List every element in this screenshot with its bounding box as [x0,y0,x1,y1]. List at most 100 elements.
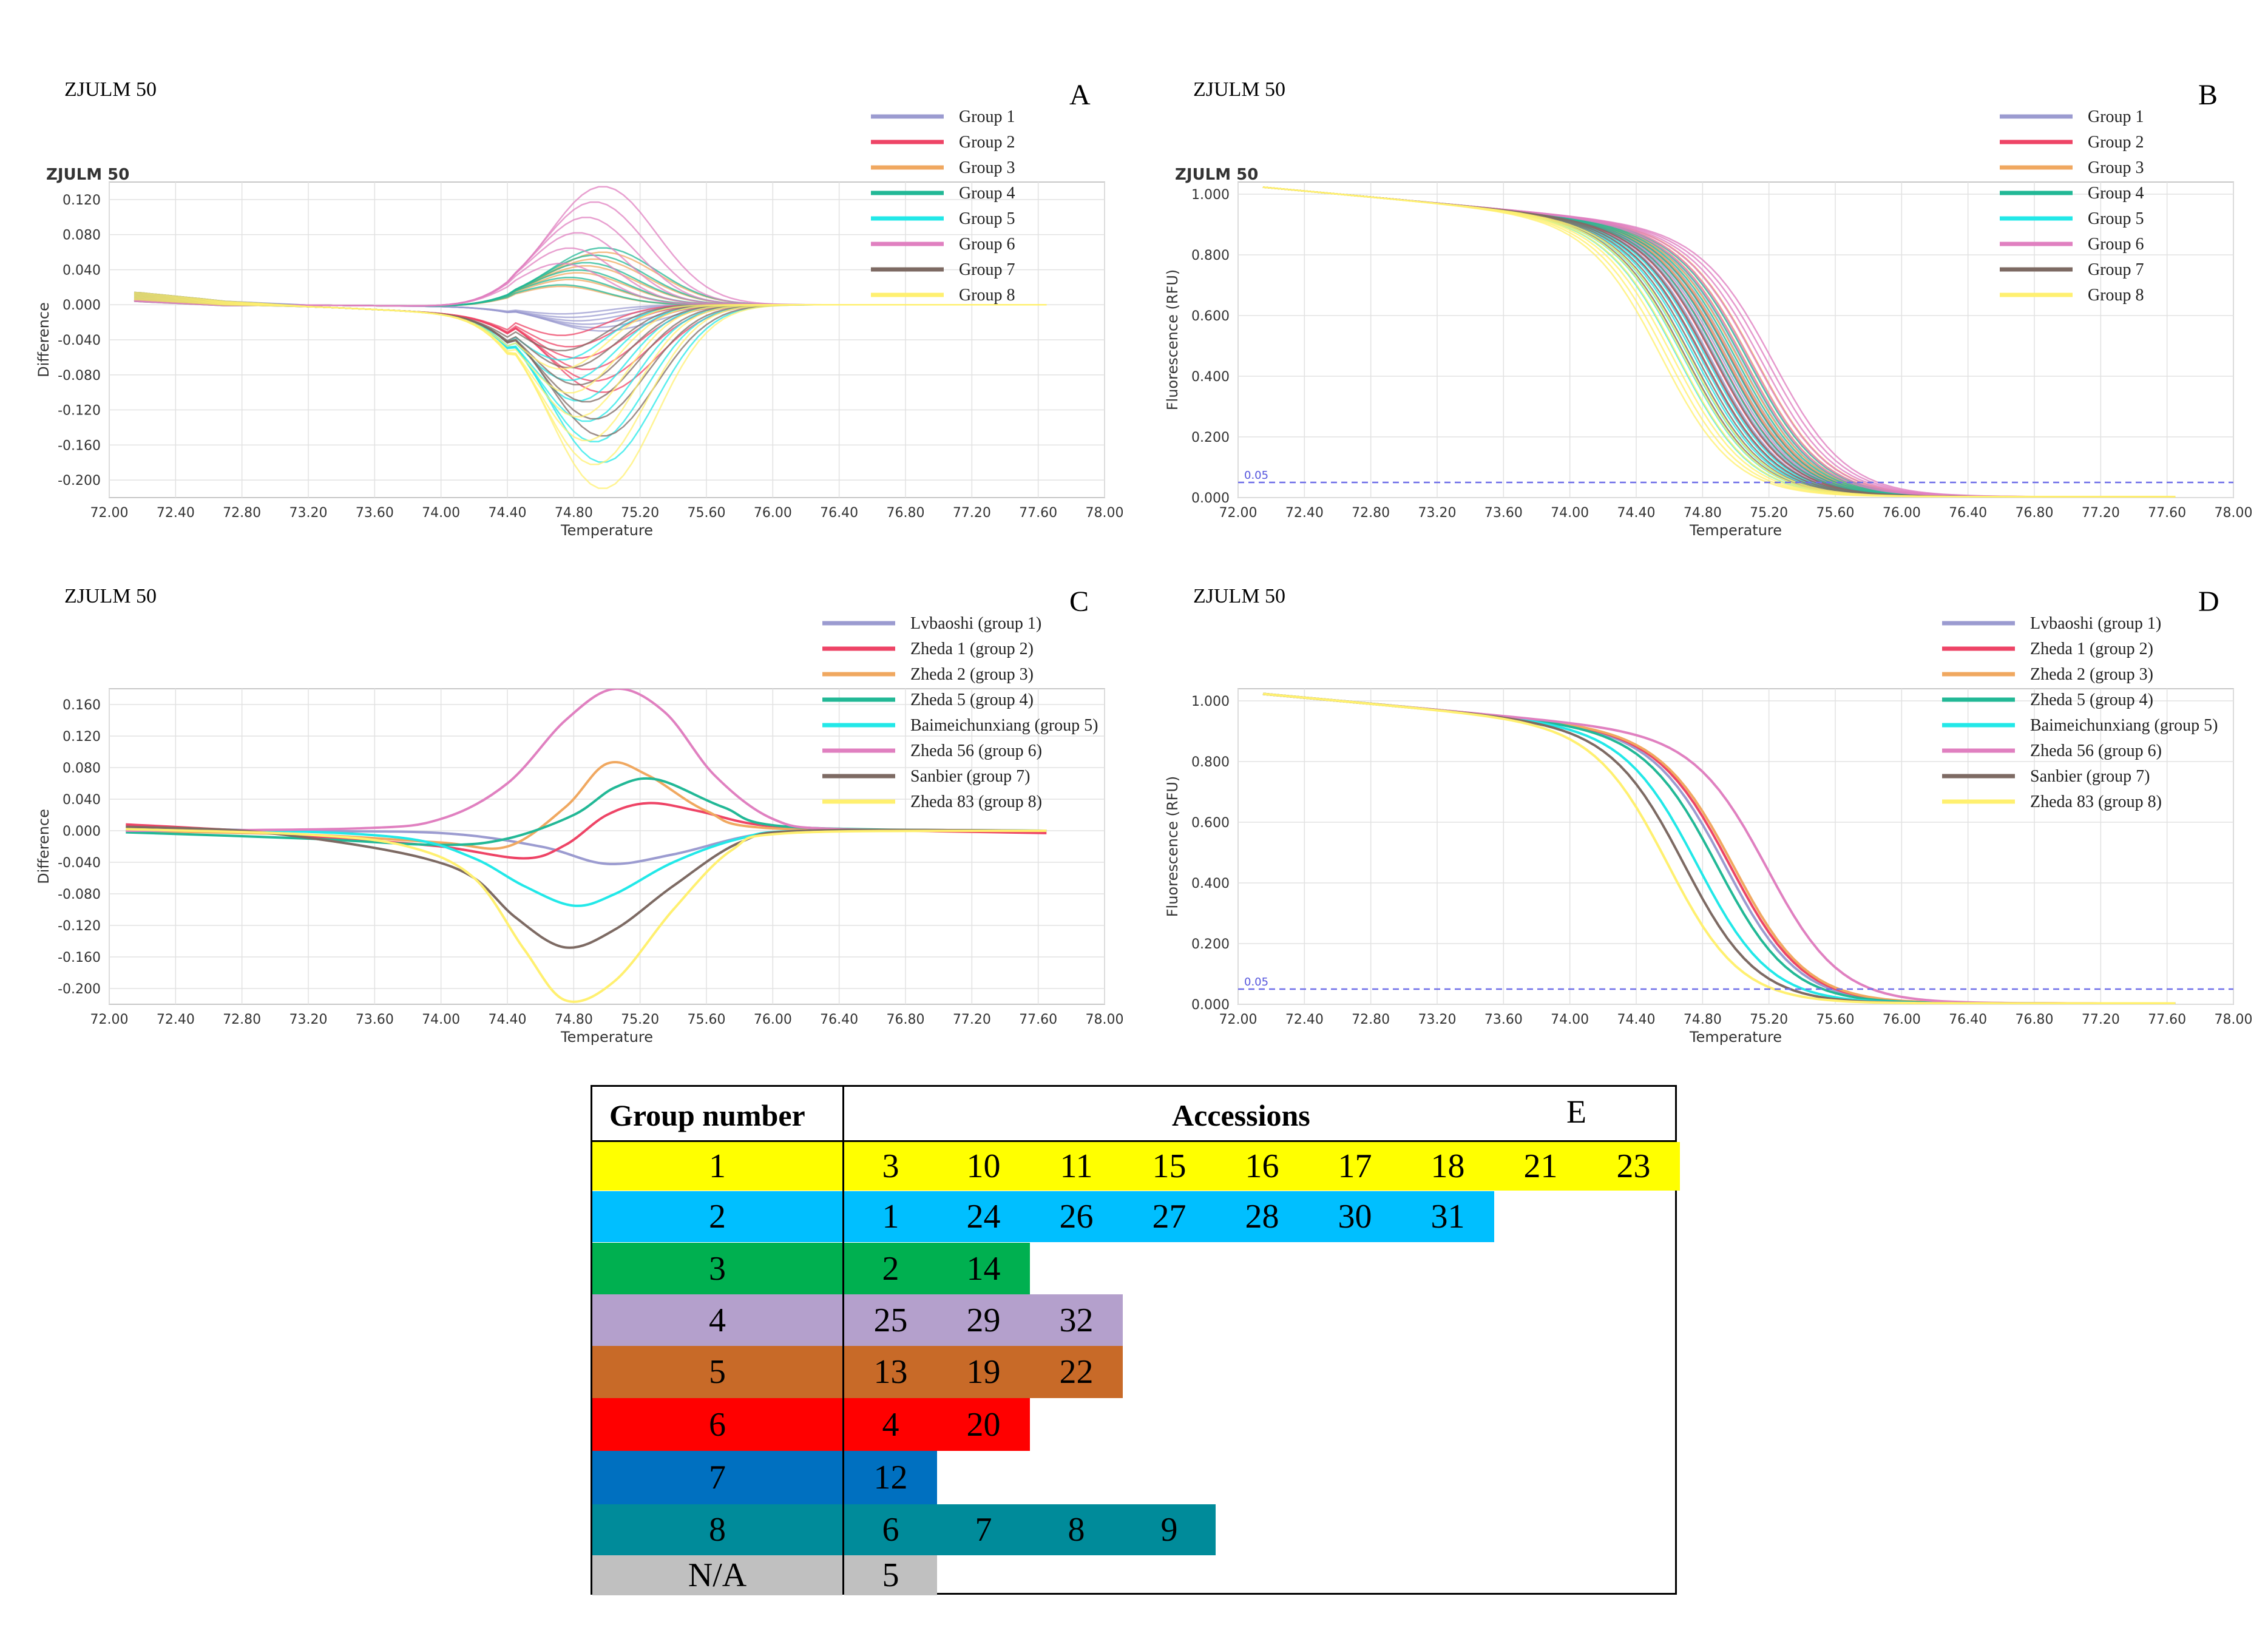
x-tick-label: 72.80 [1352,505,1390,521]
x-tick-label: 75.60 [688,1012,726,1027]
x-tick-label: 77.60 [2148,505,2186,521]
plot-area [109,688,1105,1005]
legend-entry: Zheda 83 (group 8) [2030,792,2162,811]
threshold-label: 0.05 [1244,469,1268,482]
accession-cell: 22 [1030,1346,1123,1398]
x-tick-label: 75.60 [688,505,726,521]
series-group [126,689,1047,1003]
x-tick-label: 76.80 [2016,1012,2054,1027]
x-tick-label: 73.20 [1418,1012,1457,1027]
y-tick-label: 0.080 [63,761,101,776]
legend-entry: Group 5 [959,209,1015,228]
header-accessions: Accessions [1172,1098,1310,1132]
x-tick-label: 76.80 [887,1012,925,1027]
accession-cell: 9 [1123,1504,1216,1555]
x-tick-label: 73.60 [356,505,394,521]
accession-cell: 25 [844,1294,937,1346]
legend-entry: Zheda 5 (group 4) [2030,691,2153,709]
group-number-cell: N/A [592,1555,842,1595]
x-tick-label: 72.80 [223,1012,261,1027]
x-tick-label: 73.20 [289,1012,328,1027]
accession-cell: 7 [937,1504,1030,1555]
panel-a: ZJULM 50 A ZJULM 50 72.00 72.40 72.80 73.20 73.… [24,67,1129,552]
legend-entry: Sanbier (group 7) [2030,767,2150,786]
plot-area [1237,688,2234,1005]
y-tick-label: 0.200 [1191,430,1230,445]
y-tick-label: 0.200 [1191,937,1230,952]
x-tick-label: 73.20 [1418,505,1457,521]
x-tick-label: 76.00 [1883,505,1921,521]
y-tick-label: -0.200 [58,473,101,488]
y-tick-label: 1.000 [1191,188,1230,203]
x-tick-label: 74.00 [1551,1012,1589,1027]
panel-letter-e: E [1566,1093,1586,1130]
legend-entry: Group 8 [959,286,1015,305]
table-row: 3 2 14 [592,1243,1675,1294]
table-row: 4 25 29 32 [592,1294,1675,1346]
x-tick-label: 74.40 [489,505,527,521]
x-tick-label: 74.80 [1684,505,1722,521]
accession-cell: 15 [1123,1142,1216,1191]
y-tick-label: 0.040 [63,792,101,808]
panel-b: ZJULM 50 B ZJULM 50 72.00 72.40 72.80 73.20 73.… [1153,67,2258,552]
accession-cell: 3 [844,1142,937,1191]
x-tick-label: 76.00 [1883,1012,1921,1027]
chart-d: ZJULM 50 D 72.00 72.40 72.80 73.20 73.60 74.00 7… [1164,585,2252,1046]
x-tick-label: 75.60 [1816,505,1855,521]
accession-cell: 8 [1030,1504,1123,1555]
accession-cell: 11 [1030,1142,1123,1191]
accession-cell: 1 [844,1191,937,1242]
legend-entry: Lvbaoshi (group 1) [2030,614,2161,633]
header-group-number: Group number [609,1098,805,1132]
x-tick-label: 74.40 [1617,1012,1656,1027]
accession-cell: 14 [937,1243,1030,1294]
threshold-label: 0.05 [1244,976,1268,988]
legend-entry: Zheda 5 (group 4) [910,691,1034,709]
x-tick-label: 76.40 [1949,505,1987,521]
x-tick-label: 74.00 [422,1012,460,1027]
y-tick-label: 1.000 [1191,694,1230,709]
group-number-cell: 1 [592,1142,842,1191]
group-number-cell: 4 [592,1294,842,1346]
y-tick-label: 0.800 [1191,755,1230,770]
legend-entry: Group 5 [2088,209,2144,228]
accession-cell: 30 [1308,1191,1401,1242]
y-tick-label: -0.080 [58,368,101,384]
legend-entry: Zheda 1 (group 2) [2030,640,2153,658]
panel-letter: C [1069,586,1089,618]
y-tick-label: 0.040 [63,263,101,278]
y-axis-label: Fluorescence (RFU) [1164,776,1181,918]
x-tick-label: 77.60 [2148,1012,2186,1027]
series-group [134,186,1047,489]
y-tick-label: -0.040 [58,333,101,348]
x-tick-label: 76.40 [820,1012,858,1027]
y-tick-label: 0.000 [1191,491,1230,506]
x-tick-label: 77.20 [2082,505,2120,521]
chart-b: ZJULM 50 B ZJULM 50 72.00 72.40 72.80 73.20 73.… [1164,78,2252,539]
accession-cell: 23 [1587,1142,1680,1191]
panel-label: ZJULM 50 [1193,585,1285,607]
x-tick-label: 73.60 [356,1012,394,1027]
group-number-cell: 8 [592,1504,842,1555]
y-axis-label: Difference [35,302,52,377]
x-tick-label: 75.20 [1750,1012,1788,1027]
y-tick-label: 0.600 [1191,816,1230,831]
legend-entry: Baimeichunxiang (group 5) [2030,716,2218,735]
legend-entry: Group 7 [959,260,1015,279]
x-tick-label: 72.40 [1285,505,1324,521]
x-tick-label: 77.20 [953,505,991,521]
chart-title: ZJULM 50 [1175,166,1258,184]
group-number-cell: 6 [592,1398,842,1451]
accession-cell: 24 [937,1191,1030,1242]
legend-entry: Group 8 [2088,286,2144,305]
y-tick-label: -0.120 [58,919,101,934]
y-tick-label: 0.800 [1191,248,1230,263]
chart-c: ZJULM 50 C 72.00 72.40 72.80 73.20 73.60 74.00 7… [35,585,1123,1046]
x-tick-label: 74.00 [1551,505,1589,521]
legend-entry: Sanbier (group 7) [910,767,1031,786]
legend-entry: Zheda 56 (group 6) [2030,742,2162,760]
x-tick-label: 77.20 [953,1012,991,1027]
y-tick-label: 0.400 [1191,370,1230,385]
legend-entry: Baimeichunxiang (group 5) [910,716,1098,735]
table-row: N/A 5 [592,1555,1675,1595]
